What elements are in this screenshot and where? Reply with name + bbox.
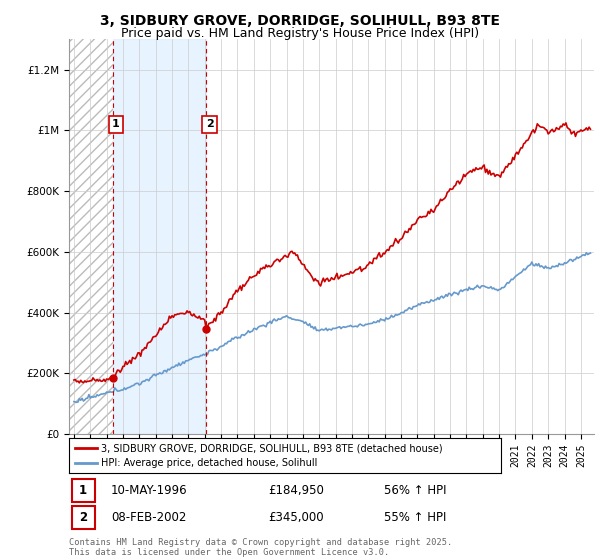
Text: £345,000: £345,000 (269, 511, 324, 524)
Text: 56% ↑ HPI: 56% ↑ HPI (384, 484, 446, 497)
Text: 1: 1 (79, 484, 87, 497)
Bar (69, 39, 113, 434)
Text: £184,950: £184,950 (269, 484, 325, 497)
Text: Contains HM Land Registry data © Crown copyright and database right 2025.
This d: Contains HM Land Registry data © Crown c… (69, 538, 452, 557)
Text: Price paid vs. HM Land Registry's House Price Index (HPI): Price paid vs. HM Land Registry's House … (121, 27, 479, 40)
Text: 08-FEB-2002: 08-FEB-2002 (111, 511, 187, 524)
Text: 3, SIDBURY GROVE, DORRIDGE, SOLIHULL, B93 8TE: 3, SIDBURY GROVE, DORRIDGE, SOLIHULL, B9… (100, 14, 500, 28)
Bar (113, 39, 206, 434)
Text: 1: 1 (112, 119, 119, 129)
Text: 2: 2 (79, 511, 87, 524)
Bar (71, 479, 95, 502)
Text: 10-MAY-1996: 10-MAY-1996 (111, 484, 188, 497)
Text: 3, SIDBURY GROVE, DORRIDGE, SOLIHULL, B93 8TE (detached house): 3, SIDBURY GROVE, DORRIDGE, SOLIHULL, B9… (101, 443, 443, 453)
Bar (69, 39, 113, 434)
Text: 55% ↑ HPI: 55% ↑ HPI (384, 511, 446, 524)
Text: 2: 2 (206, 119, 214, 129)
Bar (71, 506, 95, 529)
Text: HPI: Average price, detached house, Solihull: HPI: Average price, detached house, Soli… (101, 459, 318, 469)
